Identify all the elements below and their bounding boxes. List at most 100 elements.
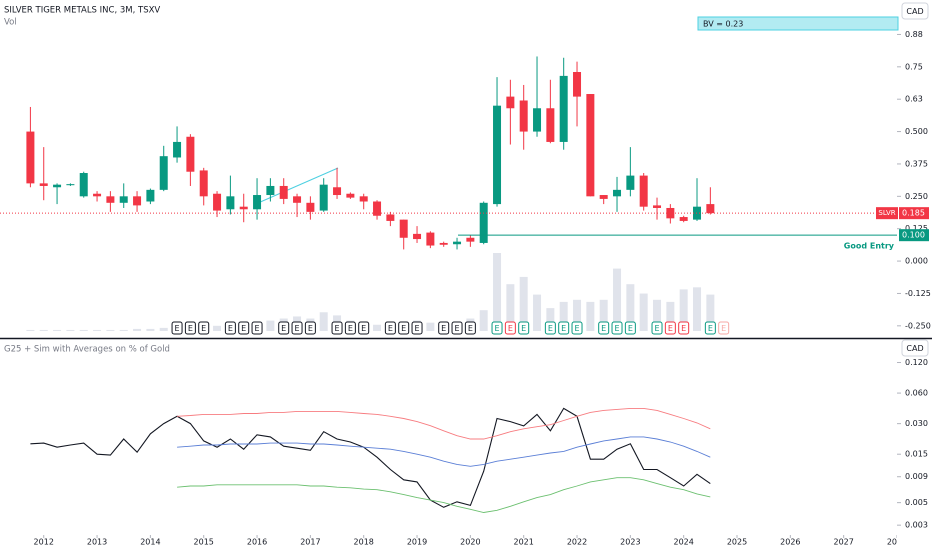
earnings-label: E [281,324,286,333]
currency[interactable]: CAD [906,344,923,353]
candle-body [173,141,182,158]
candle-body [506,96,515,109]
last-price-label: 0.185 [902,209,925,218]
volume-bar [133,328,142,331]
earnings-marker [718,321,730,335]
candle-body [679,217,688,221]
earnings-label: E [188,324,193,333]
volume-bar [26,329,35,331]
earnings-label: E [335,324,340,333]
earnings-marker [438,321,450,335]
earnings-marker [544,321,556,335]
candle-body [439,242,448,245]
x-tick-label: 2019 [407,538,427,547]
earnings-label: E [521,324,526,333]
candle-body [653,205,662,208]
earnings-label: E [201,324,206,333]
candle-body [426,232,435,246]
volume-bar [79,329,88,331]
last-price-tag [876,207,898,220]
y-tick-label: 0.125 [905,224,928,233]
candle-body [333,187,342,196]
earnings-label: E [308,324,313,333]
x-tick-label: 2014 [140,538,160,547]
earnings-marker [358,321,370,335]
volume-bar [266,320,275,331]
volume-bar [639,293,648,331]
earnings-marker [491,321,503,335]
earnings-label: E [388,324,393,333]
candle-body [39,183,48,186]
entry-price-box [899,229,929,242]
earnings-label: E [574,324,579,333]
candle-body [559,75,568,142]
y-tick-label: 0.63 [905,95,923,104]
earnings-marker [611,321,623,335]
candle-body [599,195,608,199]
earnings-marker [331,321,343,335]
entry-price-label: 0.100 [902,231,925,240]
earnings-marker [238,321,250,335]
x-tick-label: 2024 [674,538,694,547]
volume-bar [479,310,488,331]
earnings-marker [571,321,583,335]
volume-bar [533,294,542,331]
earnings-marker [451,321,463,335]
earnings-label: E [708,324,713,333]
candle-body [666,207,675,219]
volume-bar [626,284,635,331]
volume-bar [213,325,222,331]
earnings-marker [304,321,316,335]
indicator-line [177,477,711,513]
entry-text: Good Entry [844,242,895,251]
earnings-marker [651,321,663,335]
earnings-label: E [295,324,300,333]
x-tick-label: 2015 [194,538,214,547]
earnings-marker [278,321,290,335]
earnings-marker [198,321,210,335]
earnings-marker [558,321,570,335]
earnings-marker [504,321,516,335]
volume-bar [39,329,48,331]
earnings-label: E [455,324,460,333]
earnings-label: E [601,324,606,333]
earnings-marker [344,321,356,335]
annotation-box [697,16,899,31]
volume-bar [599,299,608,331]
volume-bar [679,289,688,331]
candle-body [239,206,248,210]
currency-box[interactable] [901,2,929,20]
y-tick-label: 0.005 [905,498,928,507]
y-tick-label: 0.060 [905,389,928,398]
volume-bar [693,287,702,331]
volume-bar [506,284,515,331]
x-tick-label: 2012 [34,538,54,547]
volume-bar [613,268,622,331]
candle-body [453,241,462,245]
candle-body [53,184,62,188]
y-tick-label: 0.250 [905,192,928,201]
volume-bar [53,329,62,331]
earnings-label: E [681,324,686,333]
earnings-label: E [348,324,353,333]
volume-bar [159,327,168,331]
candle-body [146,189,155,202]
volume-bar [119,329,128,331]
x-tick-label: 2022 [567,538,587,547]
candle-body [519,100,528,132]
y-tick-label: 0.015 [905,450,928,459]
volume-label: Vol [4,18,17,28]
last-price-box [899,207,929,220]
currency-box[interactable] [901,339,929,357]
y-tick-label: 0.120 [905,358,928,367]
candle-body [279,185,288,199]
candle-body [373,201,382,216]
y-tick-label: -0.250 [905,321,931,330]
earnings-label: E [561,324,566,333]
earnings-label: E [508,324,513,333]
earnings-marker [704,321,716,335]
candle-body [613,189,622,197]
candle-body [586,94,595,197]
currency[interactable]: CAD [906,7,923,16]
